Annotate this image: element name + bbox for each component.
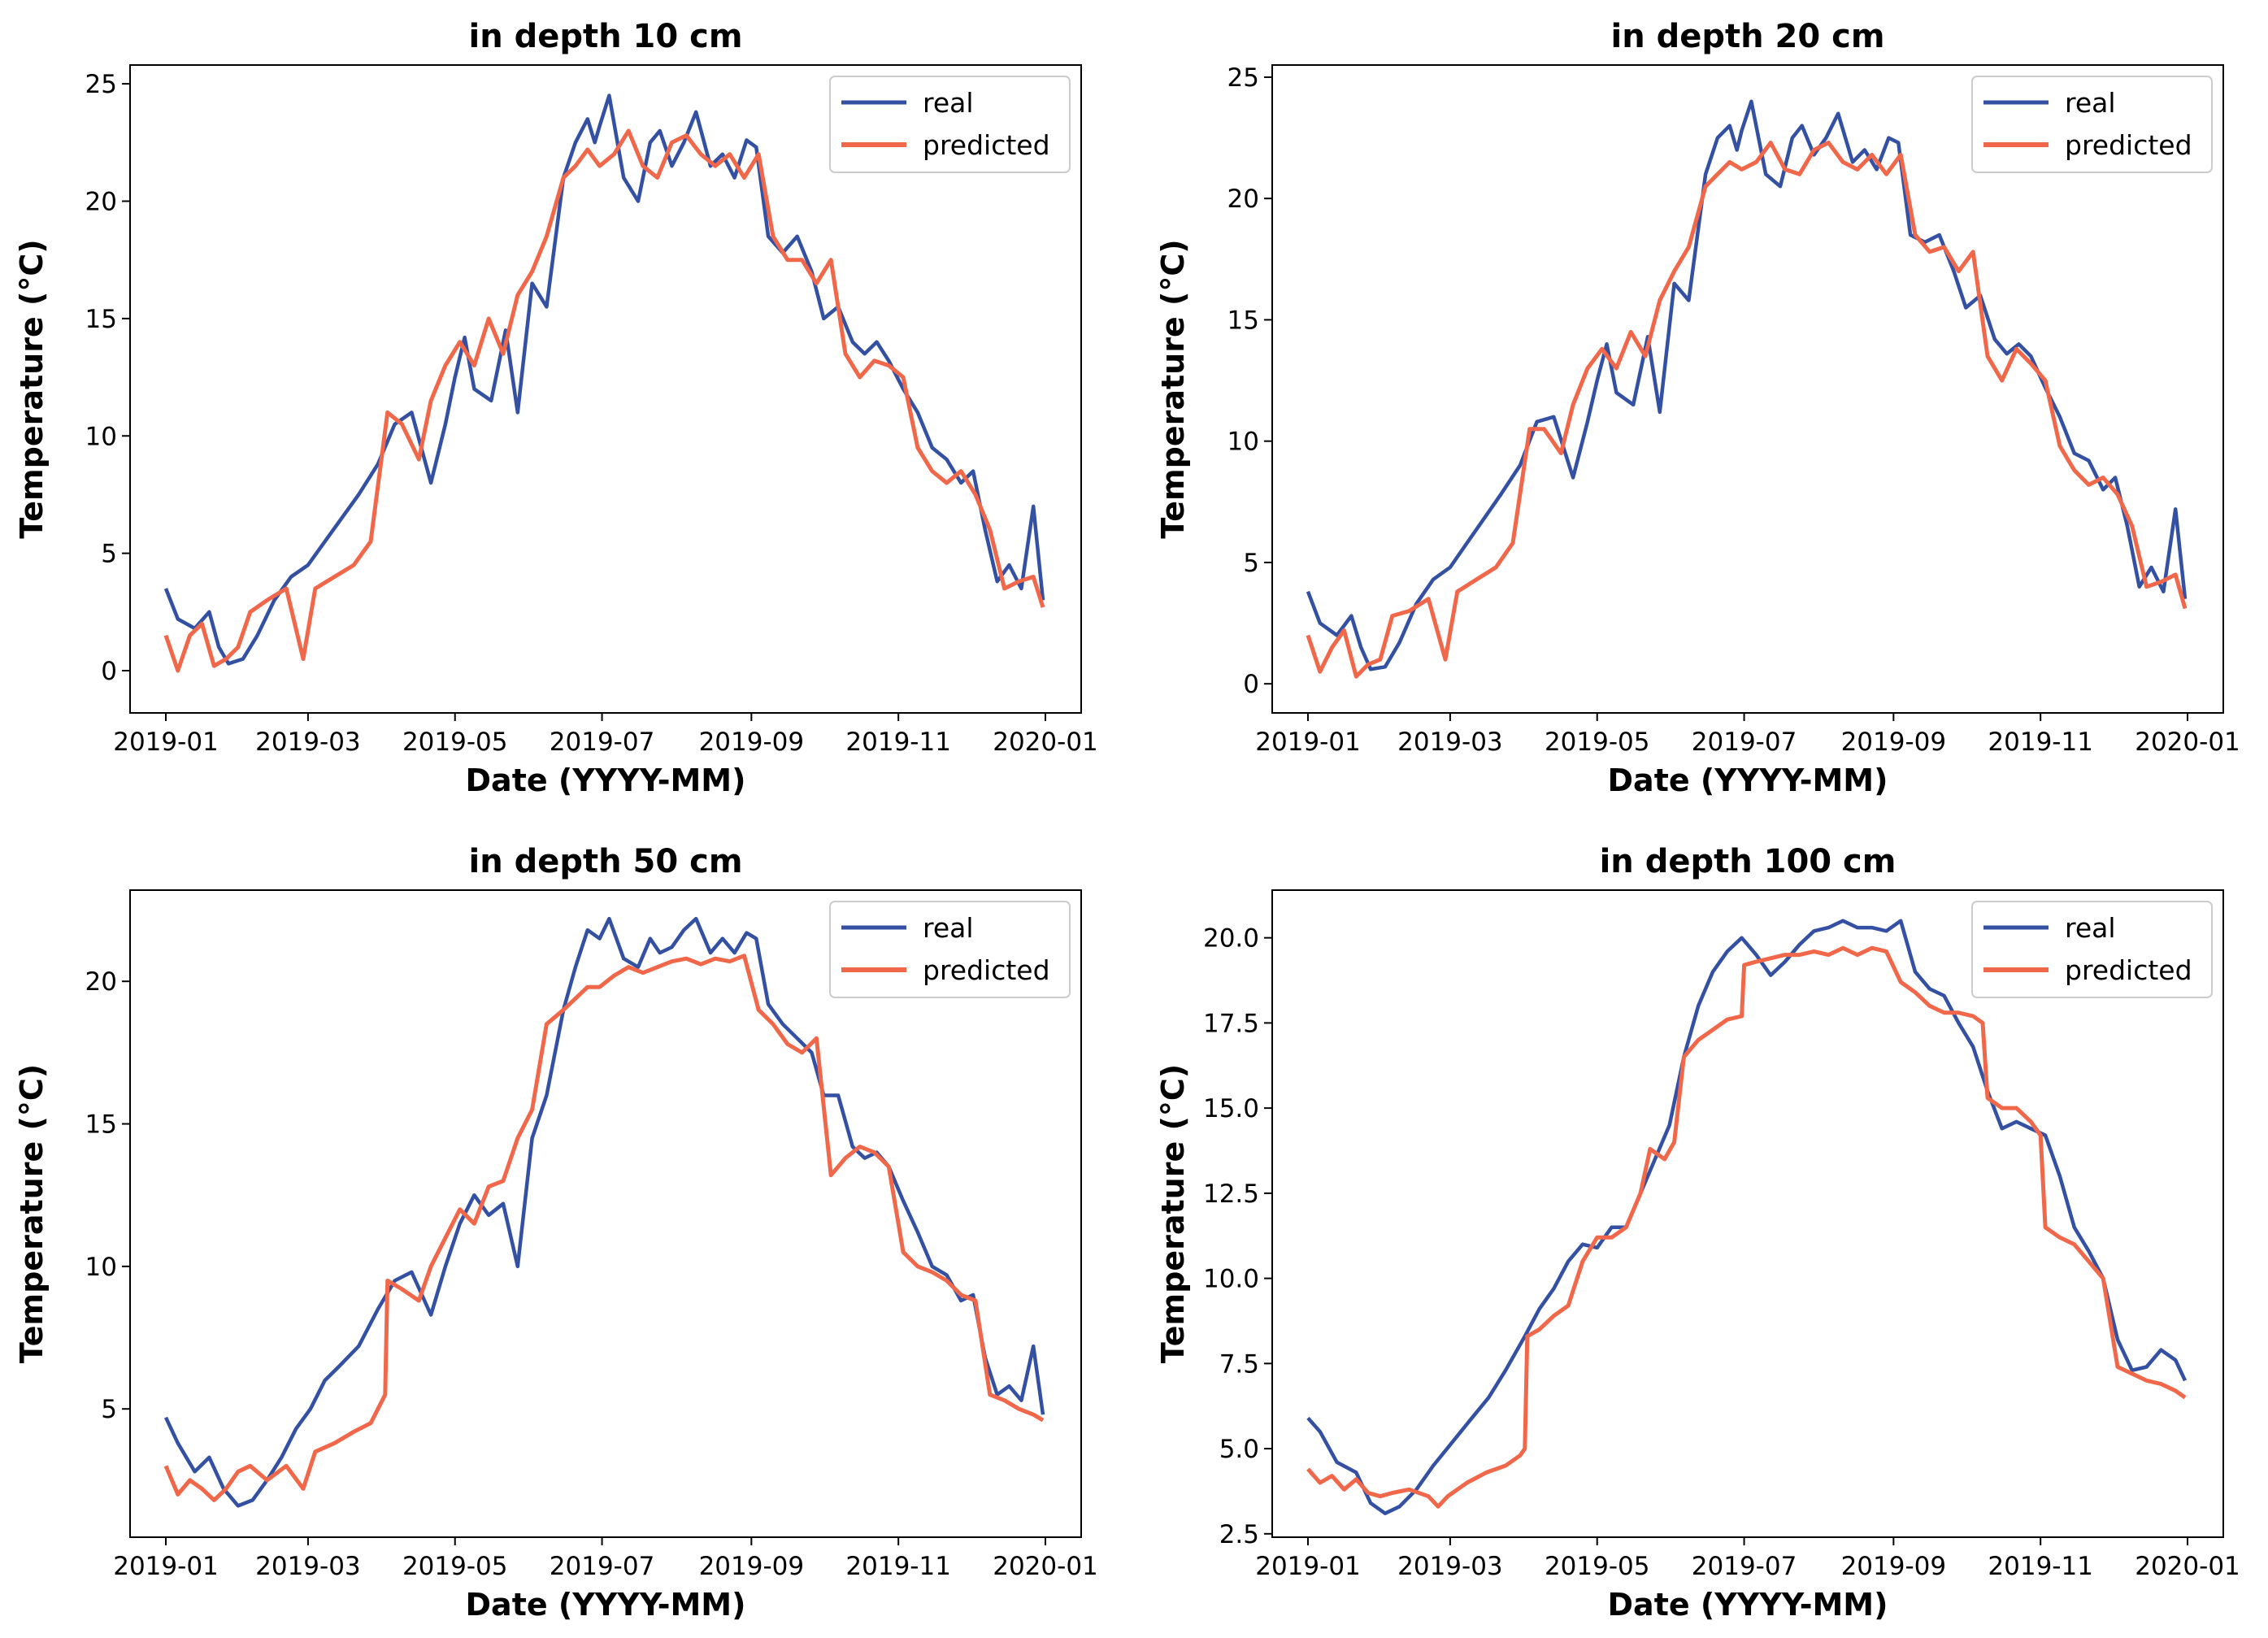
legend-label-real: real [2065, 912, 2116, 944]
legend-label-predicted: predicted [923, 954, 1050, 986]
legend-label-predicted: predicted [2065, 129, 2192, 161]
y-tick-label: 20 [85, 967, 117, 997]
y-tick-label: 5 [1243, 549, 1259, 578]
series-line-real [163, 93, 1045, 666]
y-axis-label: Temperature (°C) [1155, 239, 1191, 538]
x-tick-label: 2019-05 [1545, 728, 1650, 757]
series-line-real [1306, 99, 2188, 671]
y-tick-label: 10 [85, 422, 117, 451]
x-axis-label: Date (YYYY-MM) [466, 763, 746, 798]
x-tick-label: 2019-01 [113, 1552, 219, 1581]
x-tick-label: 2020-01 [2135, 1552, 2240, 1581]
x-tick-label: 2019-09 [699, 1552, 805, 1581]
x-tick-label: 2020-01 [993, 728, 1098, 757]
x-axis-label: Date (YYYY-MM) [1608, 1587, 1888, 1623]
x-tick-label: 2019-09 [699, 728, 805, 757]
y-tick-label: 15.0 [1203, 1094, 1259, 1123]
y-tick-label: 0 [101, 657, 117, 686]
y-tick-label: 10 [1227, 428, 1259, 457]
x-tick-label: 2019-11 [1988, 728, 2093, 757]
series-line-predicted [1306, 945, 2187, 1509]
plot-frame [1271, 889, 2224, 1538]
chart-panel-1: in depth 20 cm 0 5 10 15 20 25 2019-01 2019-03 20… [1155, 18, 2240, 798]
x-tick-label: 2019-01 [1255, 1552, 1361, 1581]
y-tick-label: 20.0 [1203, 924, 1259, 954]
x-tick-label: 2019-11 [1988, 1552, 2093, 1581]
x-tick-label: 2019-01 [1255, 728, 1361, 757]
y-tick-label: 0 [1243, 670, 1259, 699]
x-tick-label: 2019-07 [550, 1552, 655, 1581]
y-tick-label: 5 [101, 1395, 117, 1424]
y-axis-label: Temperature (°C) [14, 239, 50, 538]
chart-title: in depth 50 cm [468, 843, 742, 880]
x-tick-label: 2019-03 [1397, 1552, 1503, 1581]
legend-label-real: real [2065, 87, 2116, 119]
x-tick-label: 2019-05 [1545, 1552, 1650, 1581]
plot-frame [129, 889, 1082, 1538]
x-axis-label: Date (YYYY-MM) [466, 1587, 746, 1623]
x-tick-label: 2020-01 [993, 1552, 1098, 1581]
x-tick-label: 2019-05 [402, 728, 508, 757]
y-axis-label: Temperature (°C) [14, 1064, 50, 1363]
x-tick-label: 2019-03 [1397, 728, 1503, 757]
series-line-real [163, 916, 1045, 1508]
y-tick-label: 10 [85, 1253, 117, 1282]
x-tick-label: 2020-01 [2135, 728, 2240, 757]
y-tick-label: 15 [1227, 306, 1259, 335]
y-tick-label: 7.5 [1219, 1349, 1259, 1379]
y-tick-label: 20 [1227, 185, 1259, 214]
y-tick-label: 15 [85, 1110, 117, 1140]
legend: real predicted [829, 901, 1071, 998]
plot-frame [1271, 64, 2224, 714]
legend: real predicted [1971, 901, 2213, 998]
chart-title: in depth 20 cm [1610, 18, 1884, 55]
chart-panel-3: in depth 100 cm 2.5 5.0 7.5 10.0 12.5 15.0 17.5… [1155, 843, 2240, 1623]
series-line-predicted [163, 128, 1045, 673]
y-tick-label: 5.0 [1219, 1435, 1259, 1464]
legend-label-real: real [923, 912, 974, 944]
x-axis-label: Date (YYYY-MM) [1608, 763, 1888, 798]
chart-panel-0: in depth 10 cm 0 5 10 15 20 25 2019-01 2019-03 20… [14, 18, 1098, 798]
plot-frame [129, 64, 1082, 714]
y-tick-label: 2.5 [1219, 1520, 1259, 1549]
legend-label-predicted: predicted [2065, 954, 2192, 986]
y-tick-label: 12.5 [1203, 1180, 1259, 1209]
legend: real predicted [1971, 76, 2213, 173]
legend-label-predicted: predicted [923, 129, 1050, 161]
y-tick-label: 25 [85, 70, 117, 99]
series-line-predicted [1306, 141, 2188, 679]
chart-panel-2: in depth 50 cm 5 10 15 20 2019-01 2019-03 2019-… [14, 843, 1098, 1623]
x-tick-label: 2019-07 [1692, 728, 1797, 757]
legend-label-real: real [923, 87, 974, 119]
x-tick-label: 2019-09 [1841, 728, 1947, 757]
y-tick-label: 15 [85, 305, 117, 334]
x-tick-label: 2019-11 [845, 728, 951, 757]
x-tick-label: 2019-07 [1692, 1552, 1797, 1581]
y-tick-label: 10.0 [1203, 1265, 1259, 1294]
x-tick-label: 2019-03 [255, 728, 361, 757]
y-axis-label: Temperature (°C) [1155, 1064, 1191, 1363]
y-tick-label: 20 [85, 187, 117, 216]
chart-title: in depth 100 cm [1600, 843, 1897, 880]
series-line-real [1306, 919, 2188, 1515]
x-tick-label: 2019-11 [845, 1552, 951, 1581]
x-tick-label: 2019-07 [550, 728, 655, 757]
y-tick-label: 25 [1227, 63, 1259, 93]
x-tick-label: 2019-03 [255, 1552, 361, 1581]
y-tick-label: 17.5 [1203, 1009, 1259, 1038]
x-tick-label: 2019-05 [402, 1552, 508, 1581]
legend: real predicted [829, 76, 1071, 173]
chart-title: in depth 10 cm [468, 18, 742, 55]
series-line-predicted [163, 954, 1045, 1502]
x-tick-label: 2019-09 [1841, 1552, 1947, 1581]
y-tick-label: 5 [101, 540, 117, 569]
x-tick-label: 2019-01 [113, 728, 219, 757]
